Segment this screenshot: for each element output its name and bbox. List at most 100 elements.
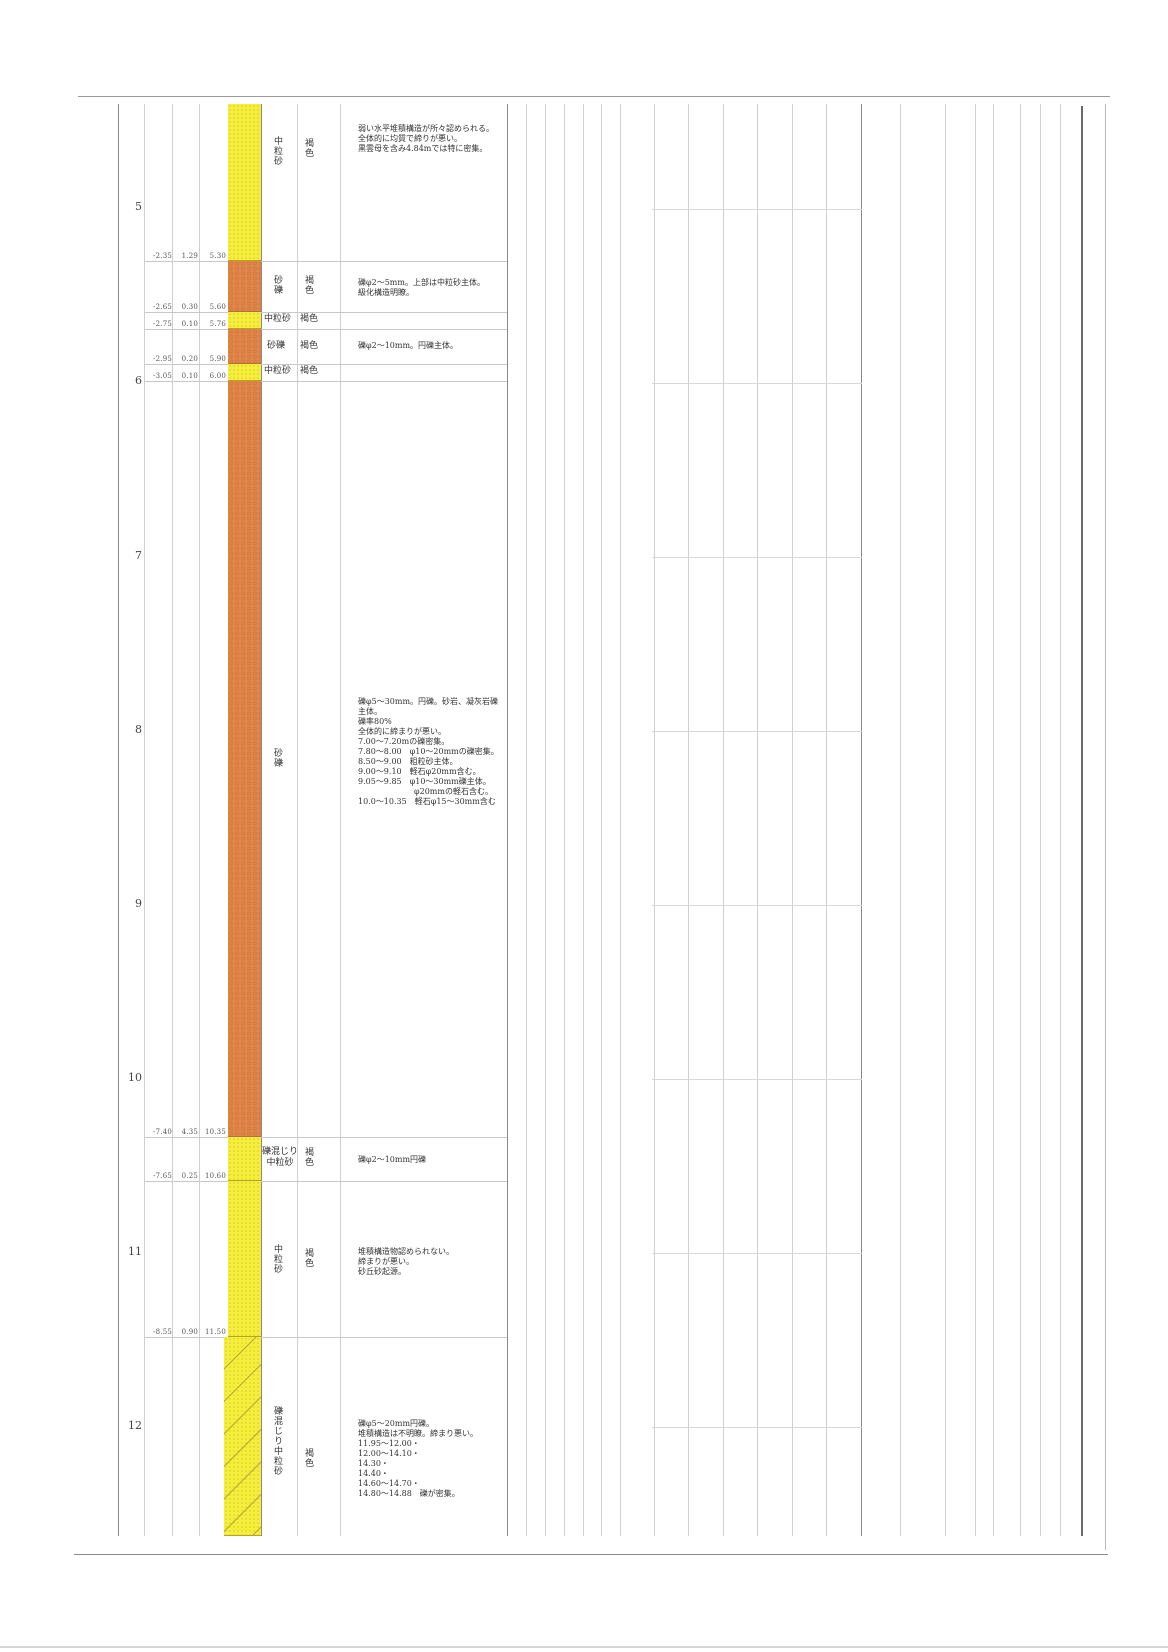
column-layer-medium-sand	[228, 1181, 261, 1337]
depth-value: 10.35	[204, 1128, 226, 1136]
col-line-description-right	[507, 104, 508, 1536]
col-line-test	[861, 104, 862, 1536]
col-line-test	[601, 104, 602, 1536]
layer-description: 礫φ5～20mm円礫。 堆積構造は不明瞭。締まり悪い。 11.95～12.00・…	[358, 1419, 478, 1498]
elevation-row: -2.35 1.29 5.30	[146, 252, 226, 260]
col-line-soil	[297, 104, 298, 1536]
depth-value: 5.90	[209, 355, 226, 363]
col-line-thickness	[172, 104, 173, 1536]
thickness-value: 0.25	[181, 1172, 198, 1180]
soil-name: 中粒砂	[272, 136, 282, 166]
frame-top-line	[78, 96, 1110, 97]
elevation-row: -3.05 0.10 6.00	[146, 372, 226, 380]
thickness-value: 0.10	[181, 372, 198, 380]
col-line-test	[792, 104, 793, 1536]
metre-grid-line	[652, 1079, 862, 1080]
metre-grid-line	[652, 557, 862, 558]
color-label: 褐色	[300, 314, 319, 324]
col-line-test	[1060, 104, 1061, 1536]
column-layer-medium-sand	[228, 364, 261, 381]
depth-scale-label: 11	[128, 1245, 142, 1258]
metre-grid-line	[652, 1427, 862, 1428]
elevation-value: -2.35	[153, 252, 172, 260]
color-label: 褐色	[303, 138, 313, 158]
color-label: 褐色	[303, 1448, 313, 1468]
column-layer-medium-sand	[228, 104, 261, 261]
elevation-row: -2.75 0.10 5.76	[146, 320, 226, 328]
column-layer-sandy-gravel	[228, 381, 261, 1137]
soil-name: 中粒砂	[272, 1244, 282, 1274]
depth-value: 10.60	[204, 1172, 226, 1180]
color-label: 褐色	[303, 1248, 313, 1268]
depth-scale-label: 7	[135, 549, 142, 562]
elevation-row: -2.65 0.30 5.60	[146, 303, 226, 311]
color-label: 褐色	[303, 275, 313, 295]
layer-description: 礫φ2～10mm円礫	[358, 1155, 427, 1164]
thickness-value: 1.29	[181, 252, 198, 260]
soil-name: 中粒砂	[264, 314, 292, 324]
col-line-test	[620, 104, 621, 1536]
layer-boundary	[145, 1337, 507, 1338]
col-line-test	[564, 104, 565, 1536]
frame-right-line	[1081, 106, 1083, 1536]
elevation-value: -2.65	[153, 303, 172, 311]
depth-value: 6.00	[209, 372, 226, 380]
depth-scale-label: 5	[135, 200, 142, 213]
soil-name: 礫混じり中粒砂	[272, 1406, 282, 1476]
thickness-value: 0.30	[181, 303, 198, 311]
column-layer-sandy-gravel	[228, 329, 261, 364]
depth-scale-label: 12	[128, 1419, 142, 1432]
layer-boundary	[145, 1137, 507, 1138]
elevation-value: -2.95	[153, 355, 172, 363]
col-line-test	[1020, 104, 1021, 1536]
frame-bottom-line	[74, 1554, 1108, 1555]
elevation-row: -7.65 0.25 10.60	[146, 1172, 226, 1180]
col-line-test	[900, 104, 901, 1536]
frame-left-line	[118, 104, 119, 1536]
depth-scale-label: 6	[135, 374, 142, 387]
thickness-value: 4.35	[181, 1128, 198, 1136]
metre-grid-line	[652, 905, 862, 906]
metre-grid-line	[652, 209, 862, 210]
elevation-row: -7.40 4.35 10.35	[146, 1128, 226, 1136]
soil-name: 砂礫	[272, 275, 282, 295]
soil-name: 礫混じり中粒砂	[262, 1147, 299, 1168]
metre-grid-line	[652, 383, 862, 384]
elevation-row: -2.95 0.20 5.90	[146, 355, 226, 363]
col-line-test	[975, 104, 976, 1536]
layer-boundary	[145, 312, 507, 313]
layer-boundary	[145, 329, 507, 330]
depth-scale-label: 10	[128, 1071, 142, 1084]
thickness-value: 0.20	[181, 355, 198, 363]
elevation-value: -7.40	[153, 1128, 172, 1136]
col-line-test	[545, 104, 546, 1536]
layer-description: 弱い水平堆積構造が所々認められる。 全体的に均質で締りが悪い。 黒雲母を含み4.…	[358, 124, 494, 153]
column-layer-medium-sand	[228, 312, 261, 329]
elevation-value: -8.55	[153, 1328, 172, 1336]
col-line-color	[340, 104, 341, 1536]
page-scan-edge	[0, 1646, 1168, 1648]
col-line-test	[757, 104, 758, 1536]
color-label: 褐色	[300, 366, 319, 376]
layer-boundary	[145, 1181, 507, 1182]
layer-boundary	[145, 364, 507, 365]
depth-value: 5.60	[209, 303, 226, 311]
elevation-value: -7.65	[153, 1172, 172, 1180]
column-layer-gravelly-medium-sand	[228, 1137, 261, 1181]
color-label: 褐色	[303, 1147, 313, 1167]
thickness-value: 0.10	[181, 320, 198, 328]
elevation-value: -2.75	[153, 320, 172, 328]
layer-boundary	[145, 261, 507, 262]
col-line-test	[723, 104, 724, 1536]
thickness-value: 0.90	[181, 1328, 198, 1336]
soil-name: 中粒砂	[264, 366, 292, 376]
col-line-test	[1040, 104, 1041, 1536]
col-line-test	[826, 104, 827, 1536]
soil-name: 砂礫	[272, 748, 282, 768]
frame-right-outer	[1105, 104, 1106, 1550]
layer-description: 堆積構造物認められない。 締まりが悪い。 砂丘砂起源。	[358, 1247, 454, 1276]
col-line-test	[583, 104, 584, 1536]
metre-grid-line	[652, 731, 862, 732]
depth-scale-label: 8	[135, 723, 142, 736]
depth-value: 11.50	[204, 1328, 226, 1336]
